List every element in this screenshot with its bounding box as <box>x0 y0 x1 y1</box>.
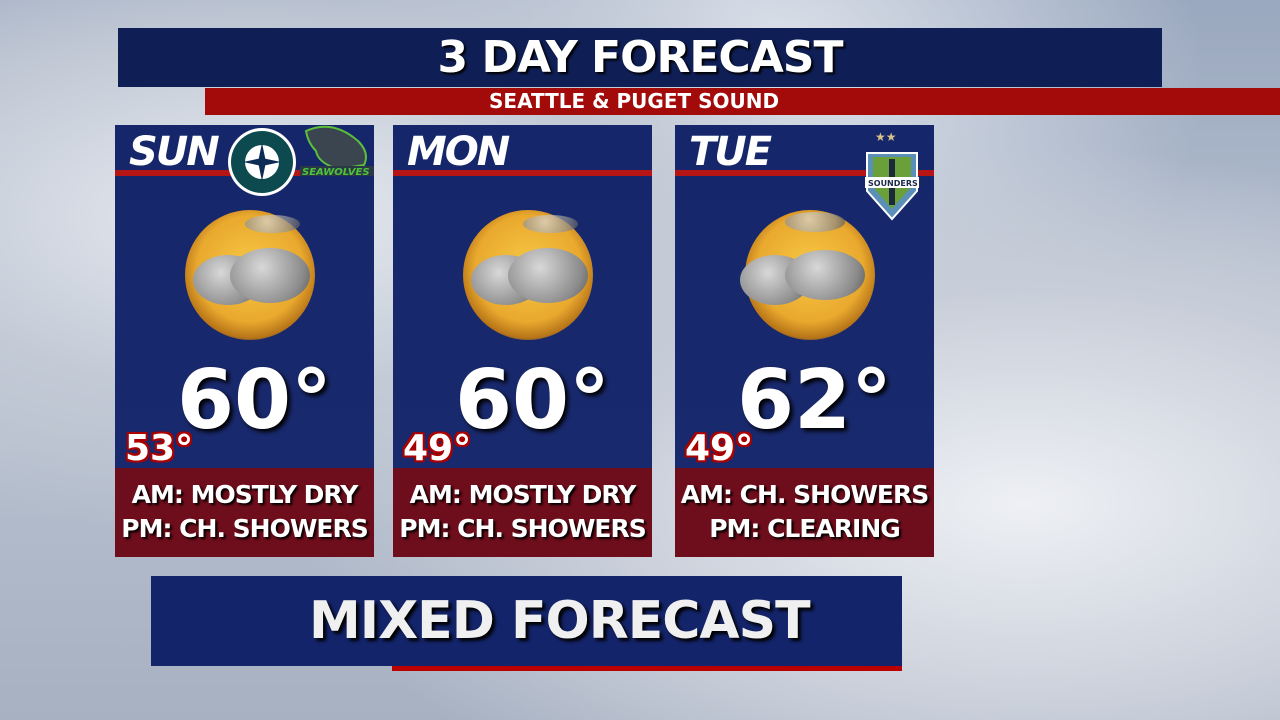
conditions: AM: CH. SHOWERS PM: CLEARING <box>675 468 934 557</box>
pm-conditions: PM: CH. SHOWERS <box>399 514 646 543</box>
partly-sunny-showers-icon <box>740 210 875 340</box>
pm-conditions: PM: CH. SHOWERS <box>121 514 368 543</box>
pm-conditions: PM: CLEARING <box>709 514 901 543</box>
day-label: TUE <box>689 129 772 175</box>
am-conditions: AM: MOSTLY DRY <box>131 480 359 509</box>
page-title: 3 DAY FORECAST <box>118 28 1162 87</box>
low-temp: 49° <box>685 428 754 469</box>
partly-sunny-showers-icon <box>185 210 315 340</box>
low-temp: 53° <box>125 428 194 469</box>
mariners-logo <box>228 128 296 196</box>
forecast-card-sun: SUN SEAWOLVES 60° 53° AM: MOSTLY DRY PM: … <box>115 125 374 557</box>
day-label: SUN <box>129 129 220 175</box>
am-conditions: AM: MOSTLY DRY <box>409 480 637 509</box>
high-temp: 60° <box>454 353 611 448</box>
divider <box>675 170 934 176</box>
high-temp: 60° <box>176 353 333 448</box>
svg-text:SOUNDERS FC: SOUNDERS FC <box>868 179 923 188</box>
conditions: AM: MOSTLY DRY PM: CH. SHOWERS <box>115 468 374 557</box>
forecast-card-tue: TUE ★★ SOUNDERS FC 62° 49° AM: CH. SHOWER… <box>675 125 934 557</box>
svg-text:★★: ★★ <box>875 130 897 144</box>
forecast-card-mon: MON 60° 49° AM: MOSTLY DRY PM: CH. SHOWER… <box>393 125 652 557</box>
subtitle-bar: SEATTLE & PUGET SOUND <box>205 88 1280 115</box>
am-conditions: AM: CH. SHOWERS <box>680 480 930 509</box>
partly-sunny-showers-icon <box>463 210 593 340</box>
svg-text:SEAWOLVES: SEAWOLVES <box>302 167 370 178</box>
divider <box>393 170 652 176</box>
low-temp: 49° <box>403 428 472 469</box>
seawolves-logo: SEAWOLVES <box>300 125 374 178</box>
banner-underline <box>392 666 902 671</box>
high-temp: 62° <box>736 353 893 448</box>
sounders-logo: ★★ SOUNDERS FC <box>865 130 923 221</box>
forecast-banner: MIXED FORECAST <box>151 576 902 666</box>
conditions: AM: MOSTLY DRY PM: CH. SHOWERS <box>393 468 652 557</box>
day-label: MON <box>407 129 510 175</box>
